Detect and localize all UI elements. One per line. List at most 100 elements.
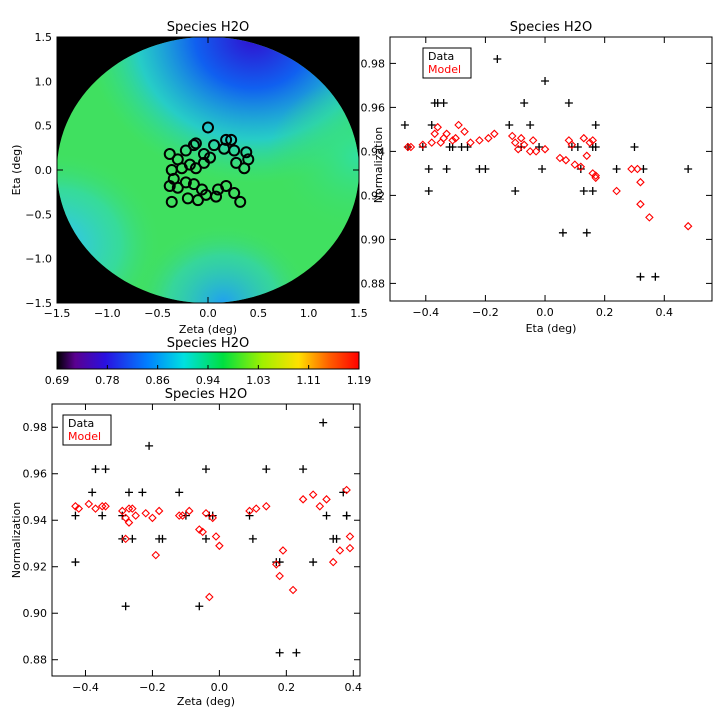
eta-data-point: [636, 272, 645, 281]
zeta-model-point: [141, 508, 151, 518]
map-point: [183, 158, 196, 171]
zeta-model-point: [91, 504, 100, 513]
eta-model-point: [588, 136, 598, 145]
zeta-model-point: [342, 485, 351, 495]
eta-data-point: [535, 143, 544, 151]
eta-data-point: [424, 187, 433, 195]
eta-model-point: [510, 138, 520, 147]
eta-data-point: [684, 165, 693, 173]
eta-model-point: [633, 164, 642, 174]
eta-title: Species H2O: [510, 20, 592, 35]
zeta-legend: Data Model: [62, 414, 112, 446]
colorbar: Species H2O 0.69 0.78 0.86 0.94 1.03 1.11 1.19: [45, 336, 372, 387]
map-point: [234, 195, 247, 208]
zeta-model-point: [245, 506, 254, 516]
eta-data-point: [505, 121, 514, 129]
zeta-model-point: [121, 513, 130, 523]
zeta-data-point: [248, 534, 257, 543]
map-point: [230, 156, 243, 169]
colorbar-tick-label: 1.03: [246, 374, 271, 387]
map-point: [240, 146, 253, 159]
eta-data-point: [418, 143, 427, 151]
colorbar-tick-label: 0.78: [95, 374, 120, 387]
eta-data-point: [591, 121, 600, 129]
eta-axes: −0.4 −0.2 0.0 0.2 0.4 0.88 0.90 0.92 0.94 0.96 0.9…: [361, 37, 712, 319]
zeta-model-point: [178, 511, 187, 520]
eta-data-point: [427, 121, 436, 129]
eta-model-point: [683, 221, 693, 231]
zeta-legend-box: [62, 414, 112, 446]
map-point: [181, 192, 194, 205]
map-xtick-label: −1.5: [44, 307, 71, 320]
zeta-model-point: [148, 513, 157, 523]
zeta-xlabel: Zeta (deg): [177, 695, 235, 708]
zeta-model-point: [124, 504, 134, 513]
map-point: [179, 176, 192, 189]
map-point: [208, 139, 221, 152]
eta-ytick-label: 0.92: [361, 189, 386, 202]
colorbar-tick-label: 0.86: [145, 374, 170, 387]
zeta-data-point: [101, 465, 110, 474]
map-point: [189, 162, 202, 175]
eta-model-point: [531, 147, 541, 156]
eta-model-point: [507, 131, 517, 141]
eta-data-point: [651, 272, 660, 281]
zeta-axes: −0.4 −0.2 0.0 0.2 0.4 0.88 0.90 0.92 0.94 0.96 0.9…: [23, 404, 362, 694]
map-point: [228, 187, 241, 200]
map-disk-right-shade: [57, 37, 359, 303]
zeta-model-point: [298, 495, 308, 504]
map-point: [187, 178, 200, 191]
zeta-data-point: [319, 418, 328, 427]
eta-model-point: [448, 136, 457, 145]
eta-model-point: [540, 144, 550, 154]
zeta-model-point: [198, 527, 207, 537]
eta-model-point: [645, 213, 654, 222]
eta-model-point: [561, 155, 571, 165]
zeta-model-point: [211, 532, 221, 541]
zeta-data-point: [125, 488, 133, 497]
map-ylabel: Eta (deg): [10, 145, 23, 196]
map-point: [171, 181, 184, 194]
zeta-data-point: [275, 648, 284, 657]
eta-xtick-label: 0.4: [656, 306, 674, 319]
zeta-model-point: [71, 502, 80, 511]
zeta-model-point: [275, 571, 284, 581]
zeta-model-point: [101, 502, 110, 511]
eta-marks: [400, 55, 693, 281]
eta-model-point: [484, 133, 493, 143]
zeta-ylabel: Normalization: [10, 502, 23, 578]
eta-model-point: [612, 186, 621, 196]
eta-model-point: [585, 138, 595, 147]
zeta-data-point: [88, 488, 97, 497]
zeta-model-point: [261, 502, 271, 511]
zeta-data-point: [299, 465, 308, 474]
eta-data-point: [442, 165, 451, 173]
zeta-data-point: [292, 648, 301, 657]
zeta-model-point: [151, 550, 161, 560]
zeta-ytick-label: 0.98: [23, 421, 48, 434]
eta-model-point: [451, 133, 460, 143]
zeta-data-point: [145, 441, 154, 450]
map-point: [179, 144, 192, 157]
eta-xlabel: Eta (deg): [526, 322, 577, 335]
map-xtick-label: 0.5: [250, 307, 268, 320]
colorbar-tick-label: 1.11: [296, 374, 321, 387]
zeta-model-point: [251, 504, 261, 513]
zeta-model-point: [328, 557, 338, 567]
zeta-data-point: [342, 511, 351, 520]
eta-model-point: [579, 133, 589, 143]
zeta-model-point: [278, 546, 288, 555]
map-xlabel: Zeta (deg): [179, 323, 237, 336]
zeta-model-point: [208, 513, 217, 523]
zeta-data-point: [138, 488, 147, 497]
eta-xtick-label: 0.2: [596, 306, 614, 319]
eta-model-point: [430, 129, 439, 139]
map-point: [165, 195, 178, 208]
zeta-model-point: [74, 504, 84, 513]
zeta-model-point: [154, 506, 164, 516]
eta-data-point: [511, 187, 520, 195]
zeta-model-point: [288, 585, 298, 595]
zeta-xtick-label: −0.2: [139, 681, 166, 694]
zeta-model-point: [184, 506, 194, 516]
zeta-model-point: [128, 504, 137, 513]
